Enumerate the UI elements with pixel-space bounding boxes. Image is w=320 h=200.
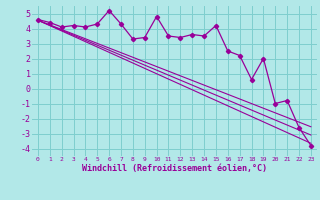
X-axis label: Windchill (Refroidissement éolien,°C): Windchill (Refroidissement éolien,°C) xyxy=(82,164,267,173)
